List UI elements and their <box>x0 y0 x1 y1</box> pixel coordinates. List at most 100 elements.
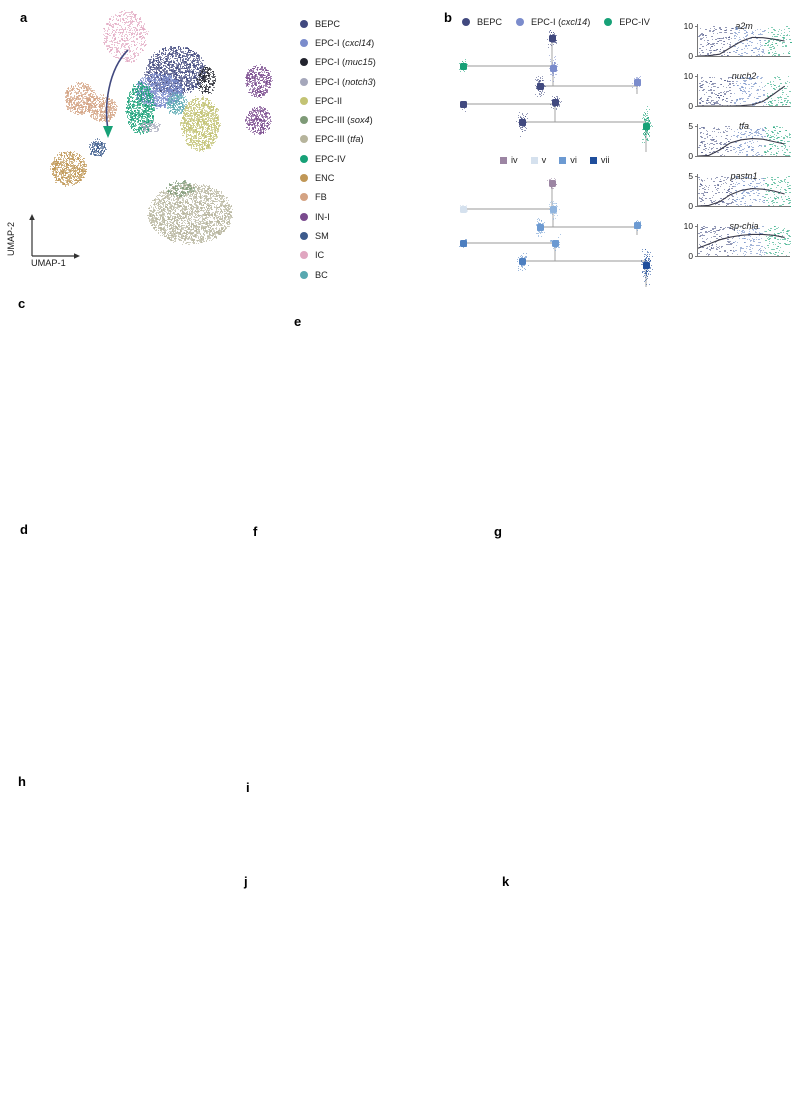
y-tick-label: 0 <box>678 251 693 261</box>
panel-k-label: k <box>502 874 509 889</box>
legend-dot <box>300 193 308 201</box>
legend-item-epc-iii-sox4-: EPC-III (sox4) <box>300 110 376 129</box>
legend-label: EPC-I (notch3) <box>315 77 376 87</box>
panel-e-label: e <box>294 314 301 329</box>
state-legend-item: v <box>531 155 547 165</box>
legend-item-enc: ENC <box>300 168 376 187</box>
panel-b-label: b <box>444 10 452 25</box>
legend-dot <box>300 135 308 143</box>
legend-dot <box>300 58 308 66</box>
legend-item-fb: FB <box>300 188 376 207</box>
legend-label: FB <box>315 192 327 202</box>
panel-d-barchart <box>0 632 246 768</box>
y-tick-label: 0 <box>678 151 693 161</box>
legend-item-epc-iv: EPC-IV <box>300 149 376 168</box>
state-legend-label: v <box>542 155 547 165</box>
legend-item: EPC-IV <box>604 12 650 31</box>
legend-label: EPC-III (tfa) <box>315 134 364 144</box>
legend-item-epc-i-muc15-: EPC-I (muc15) <box>300 53 376 72</box>
trajectory-tree-state <box>450 175 665 287</box>
y-tick-label: 0 <box>678 201 693 211</box>
legend-dot <box>300 97 308 105</box>
legend-item-epc-i-notch3-: EPC-I (notch3) <box>300 72 376 91</box>
state-legend-label: vii <box>601 155 610 165</box>
panel-b-legend-states: iv v vi vii <box>500 155 610 165</box>
panel-f: f <box>245 520 495 770</box>
legend-label: BEPC <box>315 19 340 29</box>
panel-g-label: g <box>494 524 502 539</box>
legend-label: EPC-IV <box>315 154 346 164</box>
state-legend-label: vi <box>570 155 577 165</box>
legend-dot <box>300 78 308 86</box>
panel-d: d <box>0 520 246 770</box>
legend-item-epc-i-cxcl14-: EPC-I (cxcl14) <box>300 33 376 52</box>
panel-i-label: i <box>246 780 250 795</box>
state-legend-label: iv <box>511 155 518 165</box>
legend-label: IC <box>315 250 324 260</box>
panel-c-label: c <box>18 296 25 311</box>
panel-k-lineplots <box>500 890 800 1090</box>
umap-x-axis-label: UMAP-1 <box>31 258 66 268</box>
legend-dot <box>300 20 308 28</box>
legend-item: EPC-I (cxcl14) <box>516 12 590 31</box>
pseudotime-plot-tfa: tfa 0 5 <box>698 122 790 166</box>
panel-i: i <box>240 770 800 865</box>
legend-item-bepc: BEPC <box>300 14 376 33</box>
panel-h-label: h <box>18 774 26 789</box>
y-tick-label: 10 <box>678 21 693 31</box>
umap-y-axis-label: UMAP-2 <box>6 214 16 256</box>
legend-label: EPC-III (sox4) <box>315 115 373 125</box>
legend-item-bc: BC <box>300 265 376 284</box>
legend-item-epc-iii-tfa-: EPC-III (tfa) <box>300 130 376 149</box>
panel-c: c <box>0 292 290 520</box>
legend-item-epc-ii: EPC-II <box>300 91 376 110</box>
state-legend-item: vi <box>559 155 577 165</box>
pseudotime-plots: a2m 0 10 nucb2 0 10 tfa 0 5 pastn1 0 5 sp-chia 0 10 <box>668 10 800 292</box>
legend-item: BEPC <box>462 12 502 31</box>
legend-dot <box>300 39 308 47</box>
legend-label: EPC-I (cxcl14) <box>315 38 374 48</box>
legend-label: EPC-IV <box>619 17 650 27</box>
panel-d-label: d <box>20 522 28 537</box>
panel-a-label: a <box>20 10 27 25</box>
panel-k: k <box>500 862 800 1098</box>
y-tick-label: 5 <box>678 171 693 181</box>
pseudotime-plot-sp-chia: sp-chia 0 10 <box>698 222 790 266</box>
state-legend-item: vii <box>590 155 610 165</box>
legend-item-in-i: IN-I <box>300 207 376 226</box>
legend-label: BEPC <box>477 17 502 27</box>
legend-dot <box>300 116 308 124</box>
legend-label: ENC <box>315 173 334 183</box>
panel-j-label: j <box>244 874 248 889</box>
legend-dot <box>300 155 308 163</box>
y-tick-label: 0 <box>678 51 693 61</box>
legend-item-ic: IC <box>300 246 376 265</box>
panel-h: h <box>0 770 246 1020</box>
panel-j-barchart <box>240 902 498 1098</box>
legend-label: SM <box>315 231 329 241</box>
legend-dot <box>300 232 308 240</box>
panel-g: g <box>492 520 800 770</box>
legend-label: IN-I <box>315 212 330 222</box>
legend-dot <box>300 213 308 221</box>
trajectory-tree-celltype <box>450 30 665 152</box>
state-legend-item: iv <box>500 155 518 165</box>
panel-a-legend: BEPC EPC-I (cxcl14) EPC-I (muc15) EPC-I (no… <box>300 14 376 284</box>
pseudotime-plot-pastn1: pastn1 0 5 <box>698 172 790 216</box>
legend-label: BC <box>315 270 328 280</box>
y-tick-label: 10 <box>678 221 693 231</box>
pseudotime-plot-a2m: a2m 0 10 <box>698 22 790 66</box>
panel-e: e <box>288 292 800 520</box>
panel-b-legend-celltypes: BEPC EPC-I (cxcl14) EPC-IV <box>462 12 650 31</box>
pseudotime-plot-nucb2: nucb2 0 10 <box>698 72 790 116</box>
legend-label: EPC-I (cxcl14) <box>531 17 590 27</box>
legend-dot <box>300 271 308 279</box>
panel-f-label: f <box>253 524 257 539</box>
panel-b: b BEPC EPC-I (cxcl14) EPC-IV iv v vi vii a2m 0… <box>440 0 800 292</box>
legend-dot <box>300 251 308 259</box>
y-tick-label: 5 <box>678 121 693 131</box>
panel-j: j <box>240 862 498 1098</box>
y-tick-label: 0 <box>678 101 693 111</box>
legend-dot <box>300 174 308 182</box>
y-tick-label: 10 <box>678 71 693 81</box>
